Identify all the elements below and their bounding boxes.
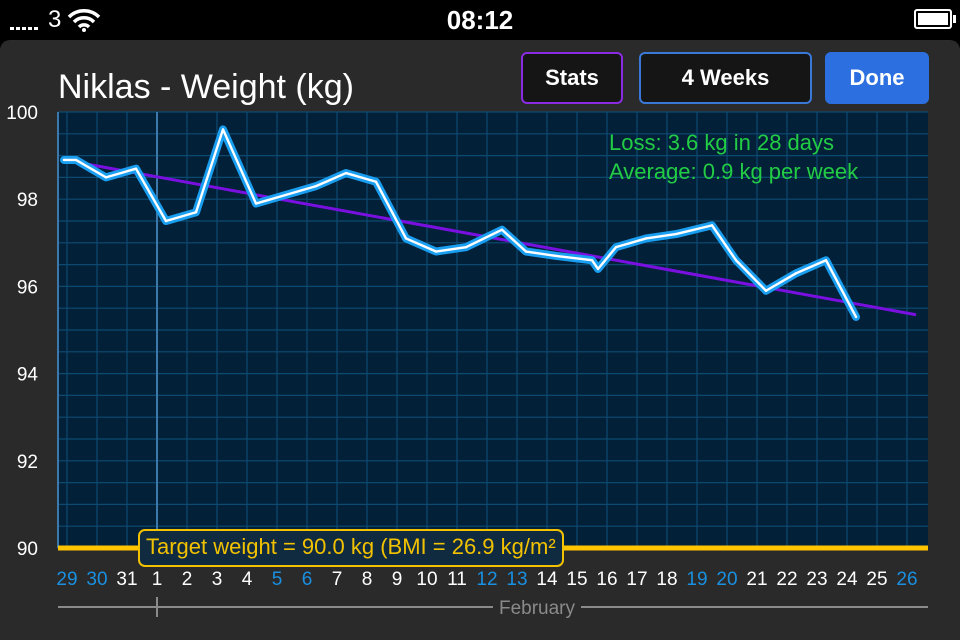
x-tick-label: 13 [506, 569, 527, 590]
x-tick-label: 19 [686, 569, 707, 590]
x-tick-label: 31 [116, 569, 137, 590]
target-weight-label: Target weight = 90.0 kg (BMI = 26.9 kg/m… [138, 529, 564, 567]
weight-point [74, 158, 78, 162]
x-tick-label: 25 [866, 569, 887, 590]
x-tick-label: 11 [447, 569, 467, 590]
average-annotation: Average: 0.9 kg per week [609, 159, 859, 184]
signal-icon [10, 10, 38, 30]
weight-point [104, 176, 108, 179]
x-axis: 29 30 31 1 2 3 4 5 6 7 8 9 10 11 12 13 14 15 16 17 18 19 20 21 2… [56, 569, 917, 590]
weight-point [764, 289, 768, 292]
battery-icon [914, 9, 956, 29]
weight-point [734, 259, 738, 262]
weight-point [314, 184, 318, 188]
x-tick-label: 26 [896, 569, 917, 590]
y-tick-label: 92 [17, 452, 38, 473]
y-tick-label: 90 [17, 539, 38, 560]
y-tick-label: 98 [17, 190, 38, 211]
weight-point [524, 250, 528, 253]
x-tick-label: 8 [362, 569, 373, 590]
x-tick-label: 29 [56, 569, 77, 590]
weight-point [284, 193, 288, 197]
x-tick-label: 10 [416, 569, 437, 590]
month-axis: February [58, 597, 928, 619]
x-tick-label: 1 [152, 569, 163, 590]
x-tick-label: 23 [806, 569, 827, 590]
weight-point [254, 202, 258, 205]
x-tick-label: 16 [596, 569, 617, 590]
x-tick-label: 21 [746, 569, 767, 590]
weight-point [344, 171, 348, 175]
weight-point [794, 272, 798, 275]
wifi-icon [68, 9, 101, 32]
status-bar: 3 08:12 [0, 0, 960, 40]
weight-point [374, 180, 378, 183]
time-range-button[interactable]: 4 Weeks [639, 52, 812, 104]
weight-point [824, 259, 828, 262]
y-axis: 90 92 94 96 98 100 [6, 103, 38, 560]
weight-point [434, 250, 438, 253]
weight-point [464, 245, 468, 249]
x-tick-label: 12 [476, 569, 497, 590]
x-tick-label: 6 [302, 569, 313, 590]
x-tick-label: 3 [212, 569, 223, 590]
done-button[interactable]: Done [825, 52, 929, 104]
weight-point [596, 267, 600, 271]
y-tick-label: 94 [17, 365, 39, 386]
status-time: 08:12 [446, 5, 514, 35]
x-tick-label: 15 [566, 569, 587, 590]
x-tick-label: 5 [272, 569, 283, 590]
y-tick-label: 96 [17, 277, 38, 298]
x-tick-label: 30 [86, 569, 107, 590]
weight-point [62, 158, 66, 162]
weight-point [590, 259, 594, 262]
loss-annotation: Loss: 3.6 kg in 28 days [609, 130, 835, 155]
weight-point [644, 237, 648, 240]
weight-point [854, 315, 858, 319]
x-tick-label: 9 [392, 569, 403, 590]
stats-button[interactable]: Stats [521, 52, 623, 104]
weight-point [500, 228, 504, 231]
weight-point [194, 211, 198, 214]
weight-chart-screen: 90 92 94 96 98 100 29 30 31 1 2 3 4 5 6 7 8 9 10 11 12 13 14 1… [0, 40, 960, 640]
page-title: Niklas - Weight (kg) [58, 68, 354, 106]
weight-point [614, 245, 618, 249]
x-tick-label: 22 [776, 569, 797, 590]
weight-point [221, 128, 225, 131]
weight-point [404, 237, 408, 240]
y-tick-label: 100 [6, 103, 38, 124]
x-tick-label: 7 [332, 569, 343, 590]
x-tick-label: 17 [626, 569, 647, 590]
carrier-info: 3 [10, 6, 101, 34]
weight-point [164, 219, 168, 223]
x-tick-label: 20 [716, 569, 737, 590]
weight-point [674, 232, 678, 236]
weight-point [710, 224, 714, 227]
carrier-name: 3 [48, 6, 62, 33]
x-tick-label: 24 [836, 569, 858, 590]
month-label: February [499, 598, 576, 619]
weight-point [554, 254, 558, 258]
x-tick-label: 2 [182, 569, 193, 590]
x-tick-label: 18 [656, 569, 677, 590]
x-tick-label: 14 [536, 569, 558, 590]
weight-point [134, 167, 138, 170]
x-tick-label: 4 [242, 569, 253, 590]
